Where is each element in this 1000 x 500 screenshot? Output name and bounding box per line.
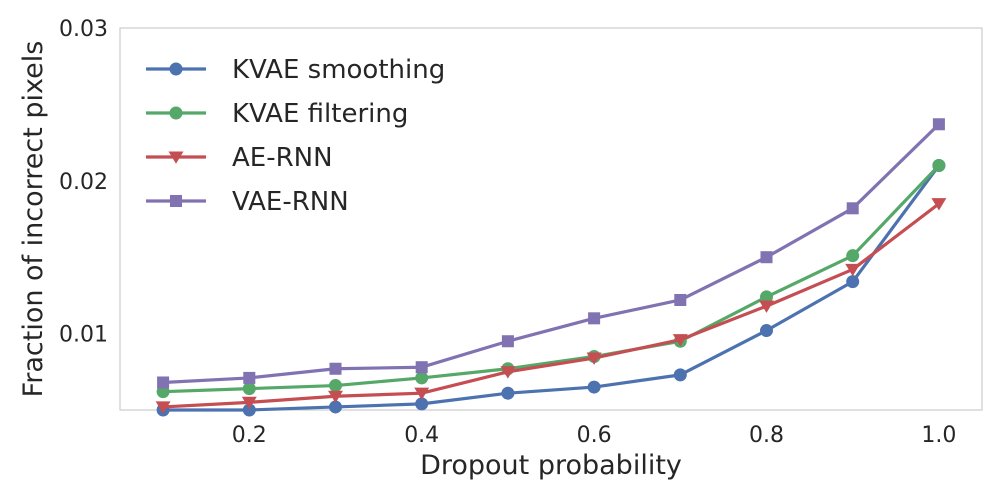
data-point [329, 400, 342, 414]
data-point [157, 376, 170, 389]
y-tick-label: 0.02 [59, 170, 108, 195]
data-point [329, 379, 342, 393]
data-point [760, 251, 773, 264]
series-line [161, 202, 941, 409]
legend-marker [169, 106, 183, 120]
data-point [760, 324, 773, 338]
legend-label: VAE-RNN [232, 187, 349, 217]
data-point [759, 300, 774, 313]
data-point [501, 335, 514, 348]
data-point [242, 403, 256, 417]
legend-label: KVAE smoothing [232, 55, 445, 85]
y-tick-label: 0.03 [59, 17, 108, 42]
data-point [155, 401, 171, 414]
legend-item: VAE-RNN [146, 187, 349, 217]
data-point [329, 362, 342, 375]
x-tick-label: 0.6 [577, 423, 612, 448]
data-point [501, 386, 515, 400]
data-point [242, 382, 256, 396]
legend: KVAE smoothing KVAE filtering AE-RNN VAE-RN… [146, 55, 445, 217]
series-group [157, 118, 945, 389]
data-point [587, 380, 601, 394]
plot-area-frame [119, 27, 983, 411]
series-layer [155, 118, 947, 417]
data-point [932, 159, 946, 173]
data-point [243, 371, 256, 384]
data-point [760, 290, 773, 304]
data-point [674, 293, 687, 306]
series-line [161, 122, 941, 385]
data-point [932, 118, 945, 131]
data-point [931, 198, 947, 211]
data-point [500, 366, 516, 379]
x-tick-label: 0.2 [232, 423, 267, 448]
data-point [673, 368, 687, 382]
series-group [155, 198, 947, 414]
data-point [588, 312, 601, 325]
legend-item: KVAE filtering [146, 99, 408, 129]
x-tick-label: 1.0 [921, 423, 956, 448]
x-tick-labels: 0.2 0.4 0.6 0.8 1.0 [232, 423, 957, 448]
data-point [845, 263, 861, 277]
data-point [414, 387, 430, 400]
data-point [846, 249, 860, 263]
legend-label: AE-RNN [232, 143, 333, 173]
data-point [415, 397, 429, 411]
y-axis-label: Fraction of incorrect pixels [18, 41, 49, 398]
series-line [161, 163, 941, 394]
data-point [846, 275, 860, 289]
x-tick-label: 0.4 [404, 423, 439, 448]
x-axis-label: Dropout probability [420, 450, 682, 481]
x-tick-label: 0.8 [749, 423, 784, 448]
y-tick-label: 0.01 [59, 323, 108, 348]
legend-label: KVAE filtering [232, 99, 408, 129]
legend-item: KVAE smoothing [146, 55, 445, 85]
data-point [415, 371, 429, 385]
data-point [241, 396, 257, 410]
data-point [415, 361, 428, 374]
y-tick-labels: 0.01 0.02 0.03 [59, 17, 108, 348]
legend-marker [169, 62, 183, 76]
data-point [328, 390, 343, 404]
legend-marker [168, 151, 184, 164]
legend-marker [169, 194, 183, 208]
series-line [161, 163, 941, 412]
legend-item: AE-RNN [146, 143, 333, 173]
data-point [846, 202, 859, 215]
data-point [586, 352, 602, 365]
data-point [672, 334, 688, 347]
